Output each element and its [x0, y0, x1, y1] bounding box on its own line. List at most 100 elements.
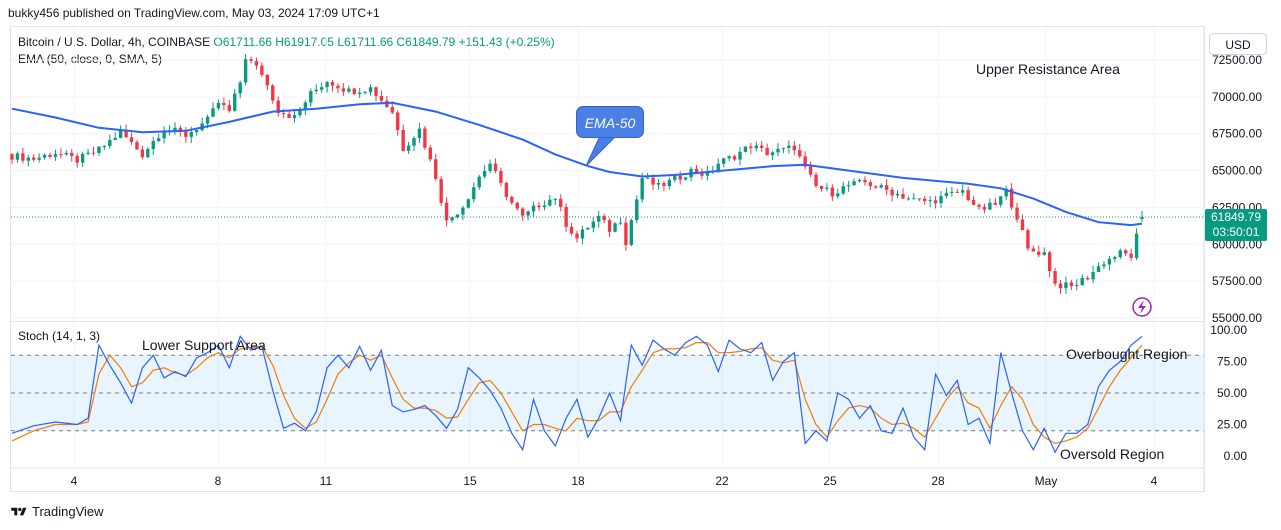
candle	[118, 125, 123, 139]
candle	[798, 144, 802, 159]
candle	[667, 177, 672, 190]
candle-body	[70, 152, 74, 156]
candle-body	[265, 74, 270, 86]
candle	[906, 196, 911, 201]
price-tick-label: 70000.00	[1212, 90, 1262, 104]
candle	[846, 180, 851, 192]
candle	[129, 132, 134, 146]
candle	[836, 188, 840, 199]
candle-body	[542, 205, 547, 208]
candle-body	[156, 138, 161, 142]
candle	[102, 145, 107, 150]
stoch-tick-label: 25.00	[1217, 418, 1247, 432]
candle	[971, 195, 976, 206]
candle-body	[271, 85, 275, 101]
candle-body	[379, 95, 384, 101]
candle-body	[586, 227, 590, 230]
candle	[542, 200, 547, 211]
candle-body	[559, 198, 563, 208]
candle-body	[472, 187, 476, 200]
candle-body	[602, 216, 606, 221]
pane-separator[interactable]	[10, 321, 1205, 322]
stoch-tick-label: 100.00	[1210, 323, 1247, 337]
time-tick-label: 28	[931, 474, 945, 488]
candle-body	[846, 185, 851, 187]
candle	[1113, 255, 1117, 263]
candle-body	[950, 191, 954, 193]
candle-body	[59, 154, 63, 156]
candle	[488, 159, 492, 174]
main-legend: Bitcoin / U.S. Dollar, 4h, COINBASE O617…	[18, 35, 555, 49]
candle-body	[75, 155, 79, 163]
candle	[1134, 228, 1139, 261]
candle-body	[1031, 248, 1036, 252]
candle	[434, 153, 438, 181]
candle-body	[368, 87, 373, 92]
candle	[32, 154, 36, 162]
legend-close: C61849.79	[396, 35, 456, 49]
candle-body	[303, 102, 308, 110]
candle-body	[184, 131, 188, 137]
candle-body	[1096, 266, 1101, 273]
candle	[108, 134, 112, 149]
candle-body	[118, 130, 123, 139]
stoch-legend[interactable]: Stoch (14, 1, 3)	[18, 329, 101, 343]
footer-brand[interactable]: TradingView	[10, 504, 104, 519]
candle	[819, 185, 824, 192]
candle-body	[1042, 252, 1046, 255]
candle	[271, 83, 275, 104]
candle	[184, 126, 188, 143]
candle	[874, 185, 878, 190]
lightning-icon[interactable]	[1132, 297, 1152, 317]
candle-body	[493, 163, 498, 171]
candle-body	[607, 220, 612, 232]
candle-body	[330, 82, 335, 86]
stoch-tick-label: 0.00	[1224, 449, 1248, 463]
candle	[591, 216, 595, 233]
candle	[59, 148, 63, 158]
time-tick-label: 18	[571, 474, 585, 488]
candle-body	[396, 112, 400, 130]
candle	[917, 198, 921, 202]
legend-symbol[interactable]: Bitcoin / U.S. Dollar, 4h, COINBASE	[18, 35, 211, 49]
candle-body	[276, 100, 280, 114]
candle-body	[466, 199, 471, 208]
candle	[537, 202, 541, 211]
candle	[732, 154, 737, 162]
time-tick-label: 22	[715, 474, 729, 488]
candle	[249, 56, 253, 64]
legend-open: O61711.66	[213, 35, 272, 49]
candle	[75, 153, 79, 168]
candle	[879, 183, 883, 189]
candle	[629, 218, 634, 247]
ema-legend[interactable]: EMA (50, close, 0, SMA, 5)	[18, 52, 163, 66]
candle	[678, 171, 682, 185]
candle	[1053, 267, 1057, 287]
candle-body	[135, 142, 139, 150]
candle	[461, 205, 465, 220]
candle	[955, 188, 959, 193]
candle	[553, 198, 557, 206]
candle-body	[1129, 253, 1133, 258]
candle	[254, 57, 259, 70]
footer-brand-label: TradingView	[32, 504, 104, 519]
candle-body	[1113, 257, 1117, 259]
candle-body	[830, 187, 835, 197]
candle-body	[993, 202, 998, 205]
candle-body	[857, 179, 862, 182]
currency-button[interactable]: USD	[1209, 33, 1267, 55]
candle-body	[314, 89, 318, 92]
candle	[211, 102, 215, 118]
candle-body	[678, 175, 682, 180]
time-tick-label: May	[1035, 474, 1058, 488]
candle	[146, 147, 150, 159]
price-tick-label: 72500.00	[1212, 53, 1262, 67]
candle-body	[412, 138, 416, 146]
candle-body	[591, 221, 595, 228]
oversold-label: Oversold Region	[1060, 446, 1165, 462]
candle	[526, 210, 530, 221]
candle-body	[569, 226, 574, 234]
time-tick-label: 4	[1151, 474, 1158, 488]
candle-body	[260, 65, 264, 75]
candle-body	[195, 130, 199, 133]
